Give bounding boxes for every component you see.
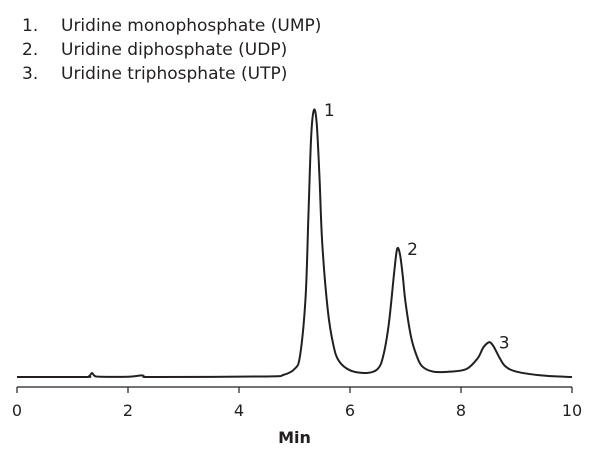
x-axis-title: Min [278,428,311,447]
legend-number: 2. [22,40,38,60]
peak-label: 2 [407,240,418,260]
x-tick-label: 2 [123,401,133,420]
plot-area: 0 2 4 6 8 10 123 [12,101,582,420]
x-tick-label: 10 [562,401,582,420]
x-ticks: 0 2 4 6 8 10 [12,387,582,420]
x-tick-label: 8 [456,401,466,420]
legend-number: 3. [22,64,38,84]
x-tick-label: 6 [345,401,355,420]
chromatogram-trace [16,108,573,379]
peak-labels: 1 2 3 [324,101,510,353]
peak-label: 3 [499,333,510,353]
legend-label: Uridine diphosphate (UDP) [61,40,287,60]
legend: 1. Uridine monophosphate (UMP) 2. Uridine d… [22,16,321,84]
legend-label: Uridine monophosphate (UMP) [61,16,321,36]
legend-number: 1. [22,16,38,36]
x-tick-label: 0 [12,401,22,420]
legend-label: Uridine triphosphate (UTP) [61,64,287,84]
x-tick-label: 4 [234,401,244,420]
peak-label: 1 [324,101,335,121]
